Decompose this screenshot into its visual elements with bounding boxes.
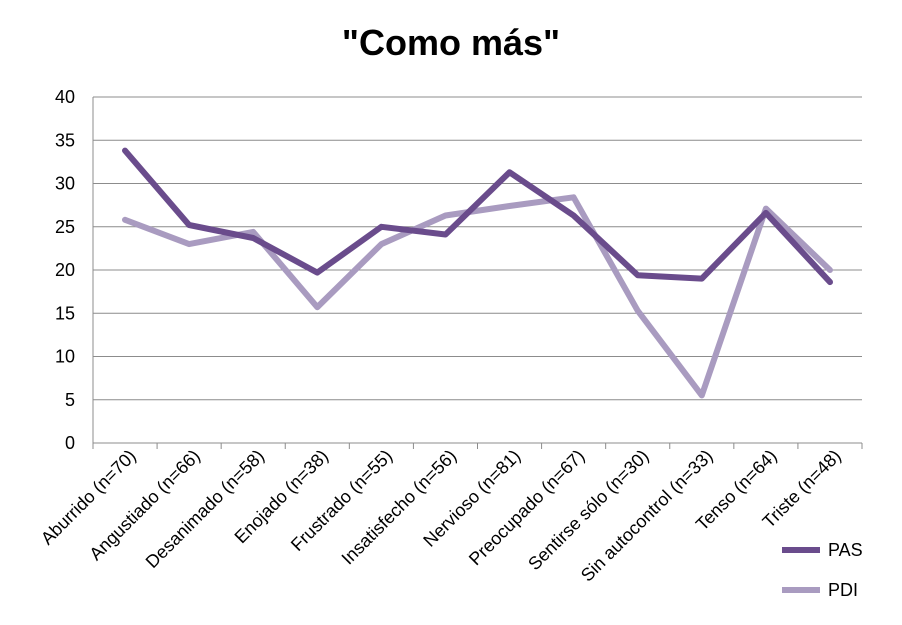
y-tick-label: 0 — [65, 433, 75, 453]
chart-title: "Como más" — [342, 22, 560, 63]
legend-label-pdi: PDI — [828, 580, 858, 600]
y-tick-label: 35 — [55, 130, 75, 150]
x-axis-ticks: Aburrido (n=70)Angustiado (n=66)Desanima… — [37, 446, 845, 586]
y-tick-label: 5 — [65, 390, 75, 410]
legend-label-pas: PAS — [828, 540, 863, 560]
y-tick-label: 15 — [55, 303, 75, 323]
series-lines — [122, 147, 833, 399]
y-tick-label: 25 — [55, 217, 75, 237]
y-axis-ticks: 0 5 10 15 20 25 30 35 40 — [55, 87, 75, 453]
y-tick-label: 30 — [55, 174, 75, 194]
y-tick-label: 40 — [55, 87, 75, 107]
x-tick-label: Desanimado (n=58) — [142, 446, 268, 572]
gridlines — [92, 96, 863, 449]
series-line-pas — [122, 147, 833, 286]
y-tick-label: 10 — [55, 347, 75, 367]
x-tick-label: Angustiado (n=66) — [85, 446, 204, 565]
x-tick-label: Sentirse sólo (n=30) — [524, 446, 652, 574]
x-tick-label: Insatisfecho (n=56) — [338, 446, 461, 569]
legend: PAS PDI — [782, 540, 863, 600]
y-tick-label: 20 — [55, 260, 75, 280]
x-tick-label: Preocupado (n=67) — [465, 446, 588, 569]
